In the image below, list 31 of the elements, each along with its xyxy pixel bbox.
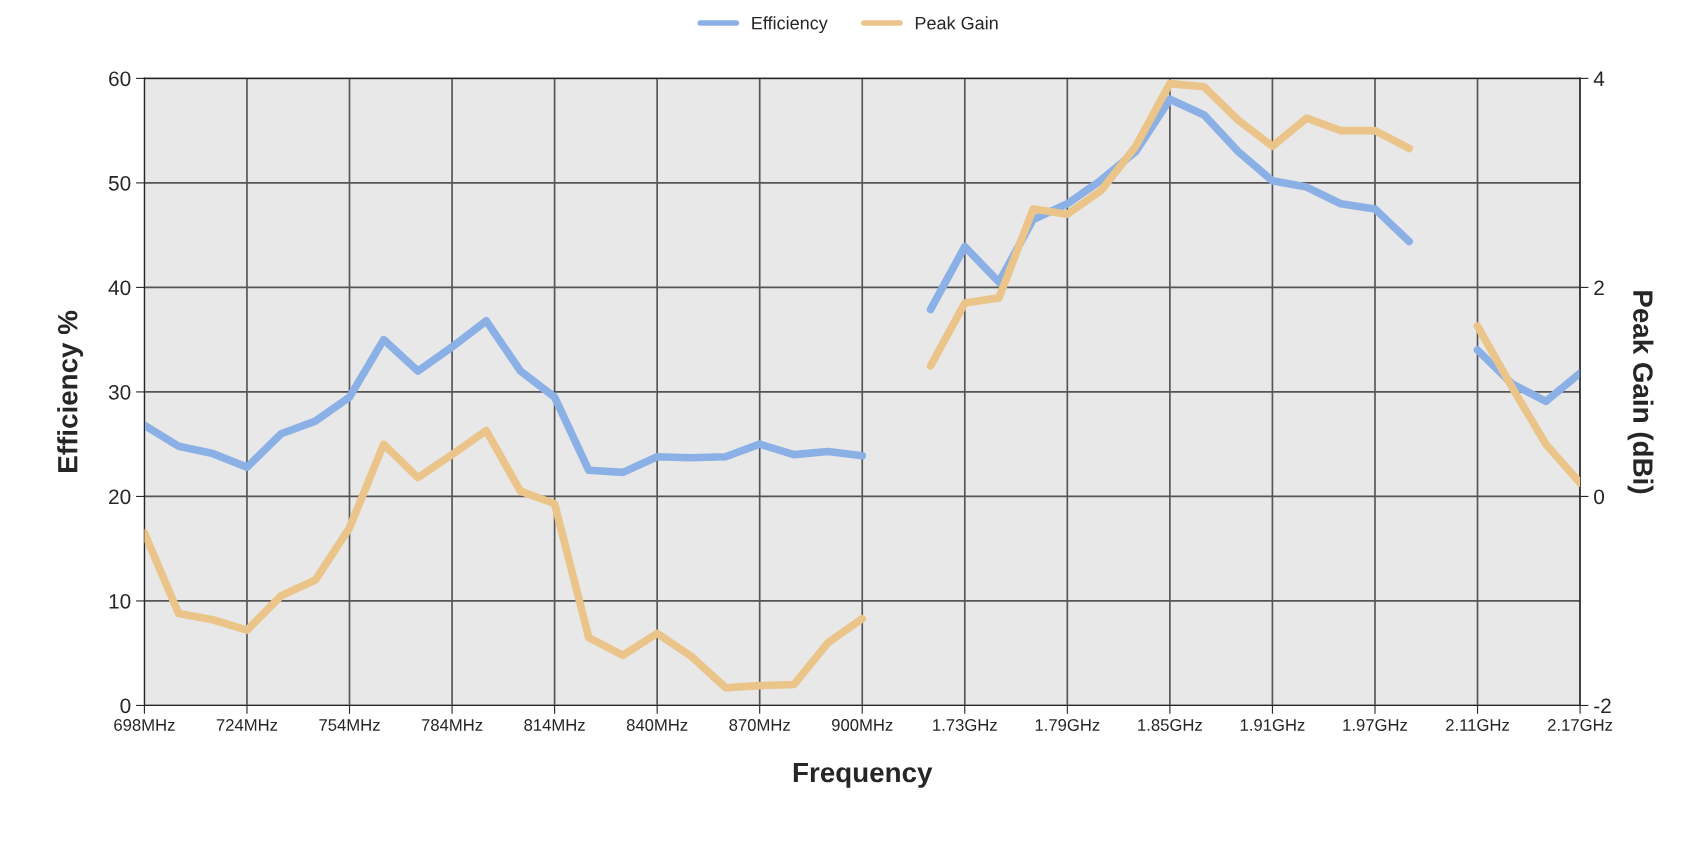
y2-axis-title: Peak Gain (dBi) <box>1627 291 1654 494</box>
x-tick-label: 754MHz <box>319 719 380 731</box>
x-tick-label: 2.11GHz <box>1446 719 1509 731</box>
x-tick-label: 840MHz <box>626 719 688 731</box>
x-tick-label: 2.17GHz <box>1548 719 1613 731</box>
y2-tick-label: -2 <box>1594 698 1611 713</box>
y-tick-label: 0 <box>120 698 131 714</box>
y-axis-title: Efficiency % <box>57 310 84 472</box>
x-axis-title: Frequency <box>793 762 933 788</box>
x-tick-label: 870MHz <box>729 719 790 731</box>
y-tick-label: 30 <box>108 384 131 400</box>
x-tick-label: 1.85GHz <box>1138 719 1202 731</box>
y2-tick-label: 4 <box>1593 71 1605 86</box>
x-tick-label: 1.91GHz <box>1240 719 1305 731</box>
y-tick-label: 60 <box>109 71 131 87</box>
y-tick-label: 40 <box>108 280 131 296</box>
x-tick-label: 1.97GHz <box>1343 719 1408 731</box>
y2-tick-label: 0 <box>1594 489 1605 505</box>
x-tick-label: 1.73GHz <box>933 719 997 731</box>
y-tick-label: 10 <box>109 593 131 609</box>
y-tick-label: 20 <box>109 489 131 505</box>
legend-label: Peak Gain <box>915 16 998 30</box>
x-tick-label: 698MHz <box>114 719 175 731</box>
y-tick-label: 50 <box>108 175 131 191</box>
x-tick-label: 1.79GHz <box>1035 719 1100 731</box>
x-tick-label: 784MHz <box>421 719 483 731</box>
x-tick-label: 724MHz <box>216 719 278 731</box>
legend-label: Efficiency <box>752 16 828 34</box>
x-tick-label: 814MHz <box>524 719 585 731</box>
y2-tick-label: 2 <box>1594 280 1604 295</box>
x-tick-label: 900MHz <box>832 719 893 731</box>
